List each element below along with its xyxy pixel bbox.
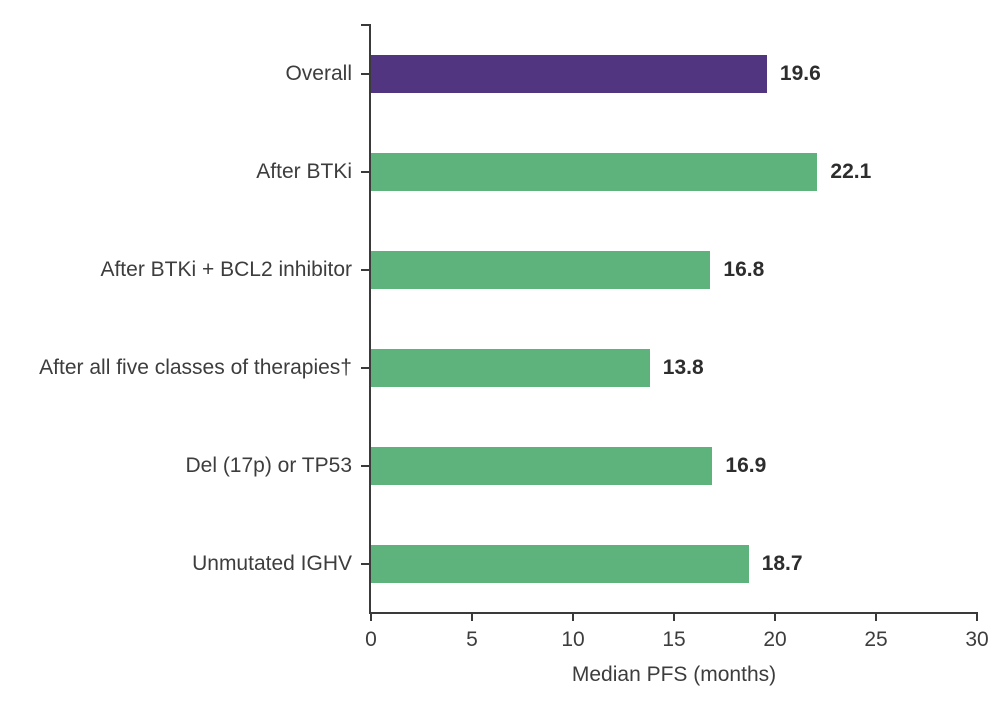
- value-label: 16.9: [725, 454, 767, 477]
- value-label: 22.1: [830, 160, 872, 183]
- x-axis-tick: [875, 614, 877, 621]
- x-axis-line: [369, 612, 978, 614]
- category-label: After BTKi: [256, 160, 352, 183]
- x-axis-tick: [572, 614, 574, 621]
- x-axis-title: Median PFS (months): [571, 663, 777, 686]
- value-label: 19.6: [779, 62, 821, 85]
- bar: [371, 55, 767, 93]
- y-axis-tick: [361, 171, 369, 173]
- x-axis-tick-label: 10: [561, 628, 585, 651]
- value-label: 13.8: [662, 356, 704, 379]
- category-label: Overall: [285, 62, 352, 85]
- bar: [371, 349, 650, 387]
- bar: [371, 447, 713, 485]
- bar: [371, 545, 749, 583]
- y-axis-tick: [361, 465, 369, 467]
- y-axis-tick: [361, 73, 369, 75]
- x-axis-tick-label: 15: [662, 628, 686, 651]
- x-axis-tick-label: 30: [965, 628, 989, 651]
- category-label: After BTKi + BCL2 inhibitor: [100, 258, 352, 281]
- y-axis-tick: [361, 367, 369, 369]
- x-axis-tick: [471, 614, 473, 621]
- category-label: Unmutated IGHV: [192, 552, 352, 575]
- y-axis-tick: [361, 269, 369, 271]
- x-axis-tick: [976, 614, 978, 621]
- x-axis-tick-label: 20: [763, 628, 787, 651]
- y-axis-line: [369, 24, 371, 614]
- x-axis-tick-label: 5: [466, 628, 478, 651]
- bar: [371, 153, 818, 191]
- y-axis-top-tick: [361, 24, 369, 26]
- category-label: After all five classes of therapies†: [39, 356, 352, 379]
- x-axis-tick: [673, 614, 675, 621]
- category-label: Del (17p) or TP53: [185, 454, 352, 477]
- x-axis-tick: [370, 614, 372, 621]
- x-axis-tick: [774, 614, 776, 621]
- value-label: 16.8: [723, 258, 765, 281]
- y-axis-tick: [361, 563, 369, 565]
- x-axis-tick-label: 25: [864, 628, 888, 651]
- value-label: 18.7: [761, 552, 803, 575]
- bar: [371, 251, 711, 289]
- x-axis-tick-label: 0: [365, 628, 377, 651]
